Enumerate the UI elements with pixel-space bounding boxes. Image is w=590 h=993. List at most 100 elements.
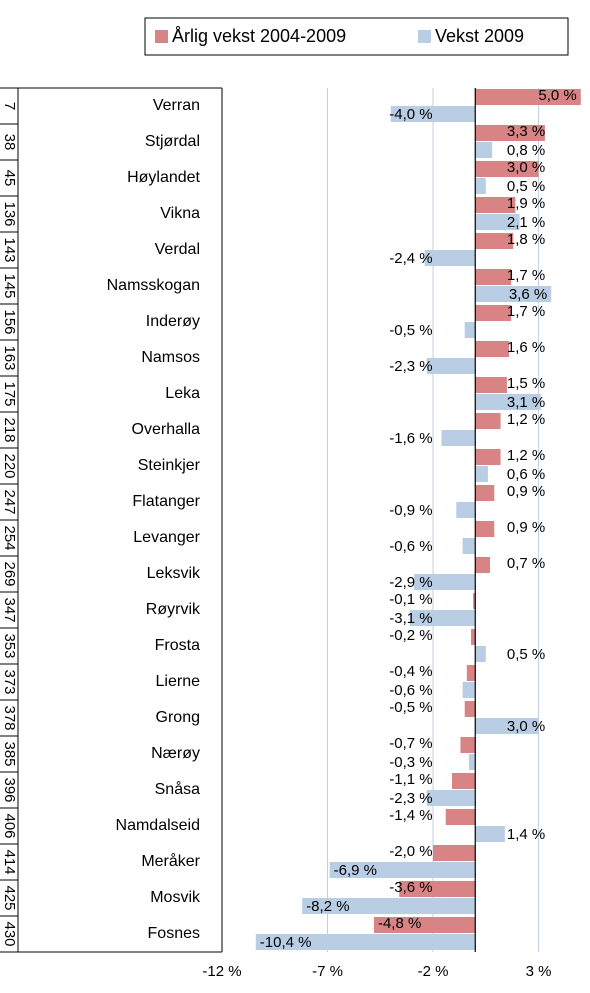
value-label: 2,1 % [507,214,545,231]
bar [475,197,516,213]
bar [433,845,476,861]
value-label: 1,7 % [507,267,545,284]
bar [462,682,476,698]
value-label: 1,2 % [507,411,545,428]
bar [475,125,545,141]
value-label: 3,0 % [507,718,545,735]
bar [329,862,476,878]
bar [475,521,495,537]
category-label: Lierne [156,673,201,690]
value-label: -2,4 % [389,250,432,267]
value-label: -6,9 % [334,862,377,879]
bar [475,286,552,302]
bar [475,142,493,158]
rank-label: 347 [1,597,18,622]
value-label: 3,0 % [507,159,545,176]
bar [441,430,476,446]
rank-label: 396 [1,777,18,802]
value-label: 0,5 % [507,178,545,195]
rank-label: 353 [1,633,18,658]
bar [464,701,476,717]
rank-label: 218 [1,417,18,442]
value-label: -0,5 % [389,322,432,339]
value-label: 0,8 % [507,142,545,159]
legend-swatch [155,30,168,43]
value-label: -10,4 % [260,934,312,951]
category-label: Frosta [155,637,200,654]
bar [475,89,581,105]
rank-label: 45 [1,170,18,187]
rank-label: 247 [1,489,18,514]
value-label: 1,4 % [507,826,545,843]
value-label: 1,7 % [507,303,545,320]
category-label: Høylandet [127,169,200,186]
value-label: -0,9 % [389,502,432,519]
bar [475,646,486,662]
value-label: -0,4 % [389,663,432,680]
category-label: Verran [153,97,200,114]
legend-swatch [418,30,431,43]
rank-label: 414 [1,849,18,874]
rank-label: 373 [1,669,18,694]
value-label: -1,4 % [389,807,432,824]
value-label: -3,6 % [389,879,432,896]
bar [475,178,486,194]
x-tick-label: -2 % [418,963,449,980]
bar [475,557,491,573]
category-label: Meråker [141,852,200,870]
category-label: Grong [156,709,200,726]
category-label: Leka [165,385,200,402]
value-label: -0,6 % [389,538,432,555]
value-label: -4,8 % [378,915,421,932]
category-label: Verdal [155,241,200,258]
value-label: -0,3 % [389,754,432,771]
rank-label: 430 [1,921,18,946]
value-label: -2,9 % [389,574,432,591]
category-label: Inderøy [146,313,200,330]
value-label: 1,6 % [507,339,545,356]
category-label: Snåsa [155,780,200,798]
bar [475,413,501,429]
category-label: Mosvik [150,889,201,906]
value-label: -0,6 % [389,682,432,699]
value-label: 0,7 % [507,555,545,572]
category-label: Namdalseid [116,817,200,834]
value-label: 3,6 % [509,286,547,303]
value-label: 5,0 % [538,87,576,104]
bar [399,881,476,897]
value-label: -1,6 % [389,430,432,447]
category-label: Flatanger [132,493,200,510]
bar [475,341,510,357]
bar [460,737,476,753]
value-label: 1,2 % [507,447,545,464]
bar [475,485,495,501]
bar [302,898,476,914]
value-label: -0,2 % [389,627,432,644]
category-label: Namsskogan [107,277,200,294]
category-label: Fosnes [148,925,200,942]
bar [390,106,476,122]
category-label: Nærøy [151,745,200,762]
category-label: Overhalla [132,421,201,438]
rank-label: 145 [1,273,18,298]
rank-label: 406 [1,813,18,838]
legend-label: Årlig vekst 2004-2009 [172,26,346,46]
x-tick-label: -12 % [202,963,241,980]
rank-label: 156 [1,309,18,334]
bar [462,538,476,554]
value-label: 1,9 % [507,195,545,212]
value-label: 3,3 % [507,123,545,140]
value-label: 0,9 % [507,483,545,500]
bar [475,269,512,285]
rank-label: 143 [1,237,18,262]
rank-label: 175 [1,381,18,406]
bar [475,377,507,393]
legend-box [144,17,569,56]
category-label: Røyrvik [146,601,201,618]
category-label: Namsos [141,349,200,366]
rank-label: 220 [1,453,18,478]
bar [445,809,476,825]
value-label: 3,1 % [507,394,545,411]
value-label: -0,5 % [389,699,432,716]
